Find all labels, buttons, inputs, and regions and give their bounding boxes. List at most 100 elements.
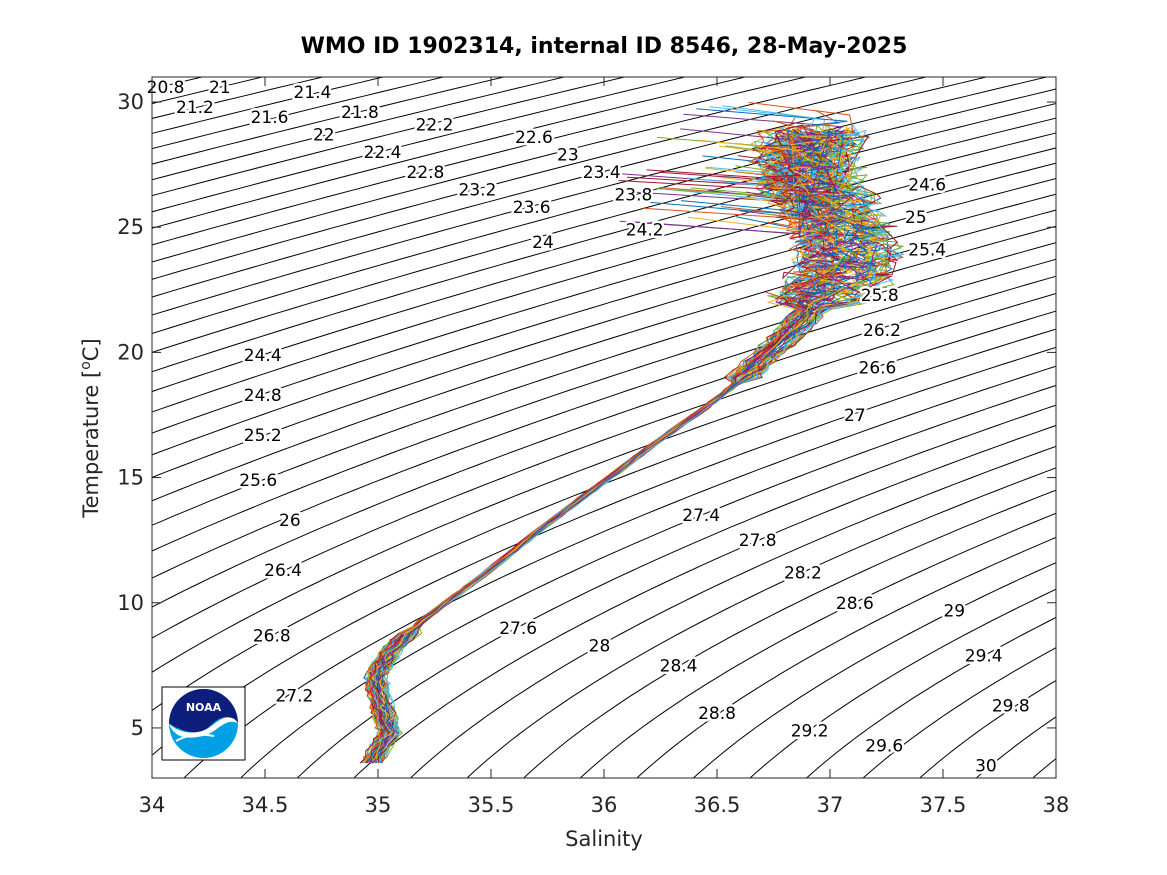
isopycnal-label-halo: 23.4 bbox=[583, 163, 621, 183]
isopycnal-line bbox=[152, 258, 1056, 579]
isopycnal-label-halo: 24.2 bbox=[626, 221, 664, 241]
isopycnal-label-halo: 29.8 bbox=[992, 696, 1030, 716]
isopycnal-line bbox=[152, 275, 1056, 608]
isopycnal-line bbox=[353, 424, 1056, 778]
x-axis-label: Salinity bbox=[565, 827, 643, 851]
isopycnal-label: 24.8 bbox=[244, 386, 282, 406]
isopycnal-label: 24.2 bbox=[626, 221, 664, 241]
isopycnal-label-halo: 26.6 bbox=[859, 358, 897, 378]
isopycnal-line bbox=[152, 162, 1056, 434]
isopycnal-label: 21.6 bbox=[251, 108, 289, 128]
isopycnal-line bbox=[152, 147, 1056, 413]
isopycnal-label: 22.2 bbox=[416, 116, 454, 136]
isopycnal-label: 29 bbox=[943, 601, 965, 621]
isopycnal-label: 27.6 bbox=[499, 619, 537, 639]
isopycnal-line bbox=[152, 77, 567, 181]
isopycnal-label: 28.6 bbox=[836, 594, 874, 614]
isopycnal-label-halo: 24.8 bbox=[244, 386, 282, 406]
isopycnal-line bbox=[152, 77, 1049, 316]
isopycnal-label: 25.6 bbox=[239, 471, 277, 491]
isopycnal-label-halo: 25.6 bbox=[239, 471, 277, 491]
plot-frame bbox=[151, 76, 1057, 779]
isopycnal-line bbox=[152, 77, 506, 165]
chart-title: WMO ID 1902314, internal ID 8546, 28-May… bbox=[301, 34, 908, 59]
isopycnal-label: 29.4 bbox=[965, 646, 1003, 666]
isopycnal-label-halo: 28.4 bbox=[660, 656, 698, 676]
y-tick-label: 20 bbox=[117, 340, 144, 364]
isopycnal-line bbox=[152, 292, 1056, 639]
y-tick-label: 5 bbox=[131, 716, 144, 740]
isopycnal-line bbox=[692, 562, 1056, 778]
isopycnal-line bbox=[152, 77, 929, 280]
isopycnal-label: 21.8 bbox=[341, 103, 379, 123]
isopycnal-label: 22.4 bbox=[364, 143, 402, 163]
isopycnal-label: 28.2 bbox=[784, 564, 822, 584]
isopycnal-line bbox=[975, 716, 1056, 778]
isopycnal-label-halo: 22.4 bbox=[364, 143, 402, 163]
isopycnal-label-halo: 26.2 bbox=[863, 321, 901, 341]
isopycnal-line bbox=[239, 384, 1056, 778]
isopycnal-line bbox=[296, 404, 1056, 778]
x-tick-label: 36 bbox=[591, 793, 618, 817]
isopycnal-label-halo: 22.6 bbox=[515, 128, 553, 148]
isopycnal-line bbox=[918, 679, 1056, 778]
isopycnal-label: 20.8 bbox=[147, 78, 185, 98]
isopycnal-label: 21.2 bbox=[176, 98, 214, 118]
isopycnal-label: 21 bbox=[209, 78, 231, 98]
x-tick-label: 37.5 bbox=[920, 793, 967, 817]
isopycnal-label-halo: 30 bbox=[975, 756, 997, 776]
isopycnal-line bbox=[152, 328, 1056, 712]
isopycnal-line bbox=[862, 647, 1056, 778]
isopycnal-label: 28 bbox=[589, 636, 611, 656]
isopycnal-label: 27.8 bbox=[739, 531, 777, 551]
isopycnal-line bbox=[749, 588, 1056, 778]
isopycnal-line bbox=[152, 77, 446, 150]
isopycnal-label-halo: 21 bbox=[209, 78, 231, 98]
isopycnal-line bbox=[152, 225, 1056, 526]
isopycnal-label: 24.6 bbox=[908, 176, 946, 196]
y-axis-label: Temperature [oC] bbox=[78, 338, 103, 518]
y-tick-label: 10 bbox=[117, 591, 144, 615]
isopycnal-lines bbox=[152, 77, 1056, 778]
isopycnal-label: 26 bbox=[279, 511, 301, 531]
profile-lines bbox=[359, 102, 905, 764]
isopycnal-label-halo: 25.8 bbox=[861, 286, 899, 306]
isopycnal-label: 24.4 bbox=[244, 346, 282, 366]
isopycnal-label-halo: 24.6 bbox=[908, 176, 946, 196]
isopycnal-label: 27.2 bbox=[275, 686, 313, 706]
isopycnal-label-halo: 29 bbox=[943, 601, 965, 621]
isopycnal-label: 26.2 bbox=[863, 321, 901, 341]
isopycnal-label-halo: 28.6 bbox=[836, 594, 874, 614]
isopycnal-line bbox=[152, 77, 386, 134]
isopycnal-label: 23 bbox=[557, 146, 579, 166]
isopycnal-line bbox=[579, 512, 1056, 778]
isopycnal-label-halo: 26.4 bbox=[264, 561, 302, 581]
isopycnal-label-halo: 20.8 bbox=[147, 78, 185, 98]
isopycnal-label-halo: 23.2 bbox=[459, 181, 497, 201]
isopycnal-label: 23.8 bbox=[614, 186, 652, 206]
isopycnal-label: 23.2 bbox=[459, 181, 497, 201]
profile-line bbox=[366, 124, 839, 764]
isopycnal-label: 28.4 bbox=[660, 656, 698, 676]
isopycnal-label-halo: 21.8 bbox=[341, 103, 379, 123]
isopycnal-label-halo: 29.2 bbox=[791, 721, 829, 741]
isopycnal-label-halo: 24 bbox=[532, 233, 554, 253]
x-axis-ticks: 34 34.5 35 35.5 36 36.5 37 37.5 38 bbox=[139, 77, 1070, 817]
isopycnal-line bbox=[152, 242, 1056, 552]
isopycnal-label: 22.6 bbox=[515, 128, 553, 148]
isopycnal-label-halo: 28.2 bbox=[784, 564, 822, 584]
isopycnal-line bbox=[466, 467, 1056, 778]
isopycnal-label-halo: 26.8 bbox=[253, 626, 291, 646]
y-tick-label: 25 bbox=[117, 215, 144, 239]
isopycnal-label: 25.4 bbox=[908, 241, 946, 261]
isopycnal-label-halo: 29.4 bbox=[965, 646, 1003, 666]
y-tick-label: 15 bbox=[117, 466, 144, 490]
isopycnal-line bbox=[409, 445, 1056, 778]
x-tick-label: 38 bbox=[1043, 793, 1070, 817]
isopycnal-label-halo: 27.4 bbox=[682, 506, 720, 526]
isopycnal-label-halo: 23 bbox=[557, 146, 579, 166]
isopycnal-line bbox=[152, 77, 325, 119]
isopycnal-label: 23.4 bbox=[583, 163, 621, 183]
isopycnal-label: 23.6 bbox=[513, 198, 551, 218]
